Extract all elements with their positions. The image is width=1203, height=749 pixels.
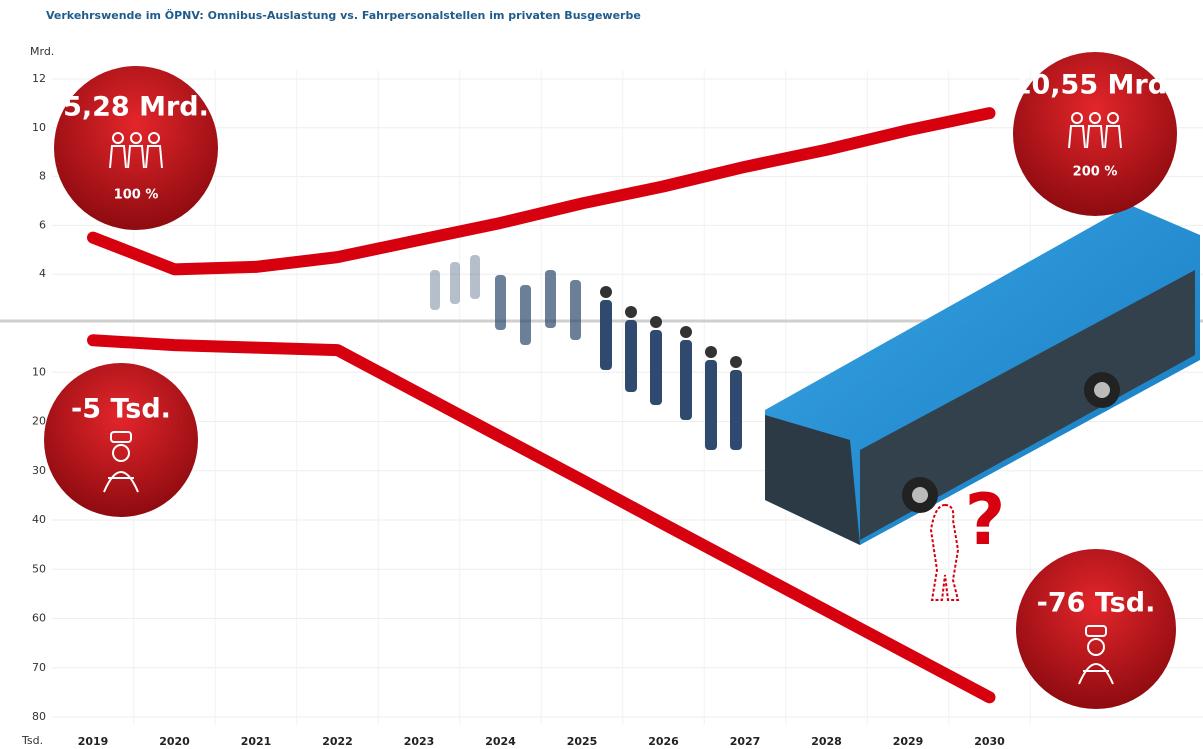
bus-illustration [765,123,1200,545]
x-tick-label: 2025 [567,735,598,748]
y2-tick-label: 60 [32,612,46,625]
badge-note: 100 % [114,188,159,203]
svg-text:?: ? [965,479,1006,561]
y2-tick-label: 20 [32,415,46,428]
y-tick-label: 6 [39,218,46,231]
y-tick-label: 8 [39,170,46,183]
badge-label: -76 Tsd. [1037,588,1156,619]
y-axis-unit: Mrd. [30,45,54,58]
x-tick-label: 2022 [322,735,353,748]
x-tick-label: 2021 [241,735,272,748]
x-tick-label: 2023 [404,735,435,748]
badge-label: 10,55 Mrd. [1013,70,1178,101]
y2-tick-label: 50 [32,562,46,575]
y2-tick-label: 30 [32,464,46,477]
badge: -76 Tsd. [1016,549,1176,709]
badge: 5,28 Mrd. 100 % [54,66,218,230]
y-tick-label: 4 [39,267,46,280]
badge: 10,55 Mrd. 200 % [1013,52,1178,216]
y-tick-label: 12 [32,72,46,85]
plot-area [87,107,996,704]
y2-axis-unit: Tsd. [21,734,43,747]
y2-tick-label: 70 [32,661,46,674]
y2-tick-label: 40 [32,513,46,526]
x-tick-label: 2024 [485,735,516,748]
y2-tick-label: 80 [32,710,46,723]
badge-label: 5,28 Mrd. [63,92,209,123]
x-tick-label: 2020 [159,735,190,748]
badge: -5 Tsd. [44,363,198,517]
crowd-illustration [430,255,742,450]
data-line [87,107,996,276]
y-tick-label: 10 [32,121,46,134]
badge-label: -5 Tsd. [71,394,171,425]
x-tick-label: 2030 [974,735,1005,748]
y2-tick-label: 10 [32,365,46,378]
x-tick-label: 2027 [730,735,761,748]
x-tick-label: 2029 [893,735,924,748]
chart-title: Verkehrswende im ÖPNV: Omnibus-Auslastun… [46,8,641,22]
x-tick-label: 2026 [648,735,679,748]
x-tick-label: 2028 [811,735,842,748]
missing-driver-illustration: ? [929,479,1006,601]
badge-note: 200 % [1073,165,1118,180]
data-line [87,334,996,704]
x-tick-label: 2019 [78,735,109,748]
